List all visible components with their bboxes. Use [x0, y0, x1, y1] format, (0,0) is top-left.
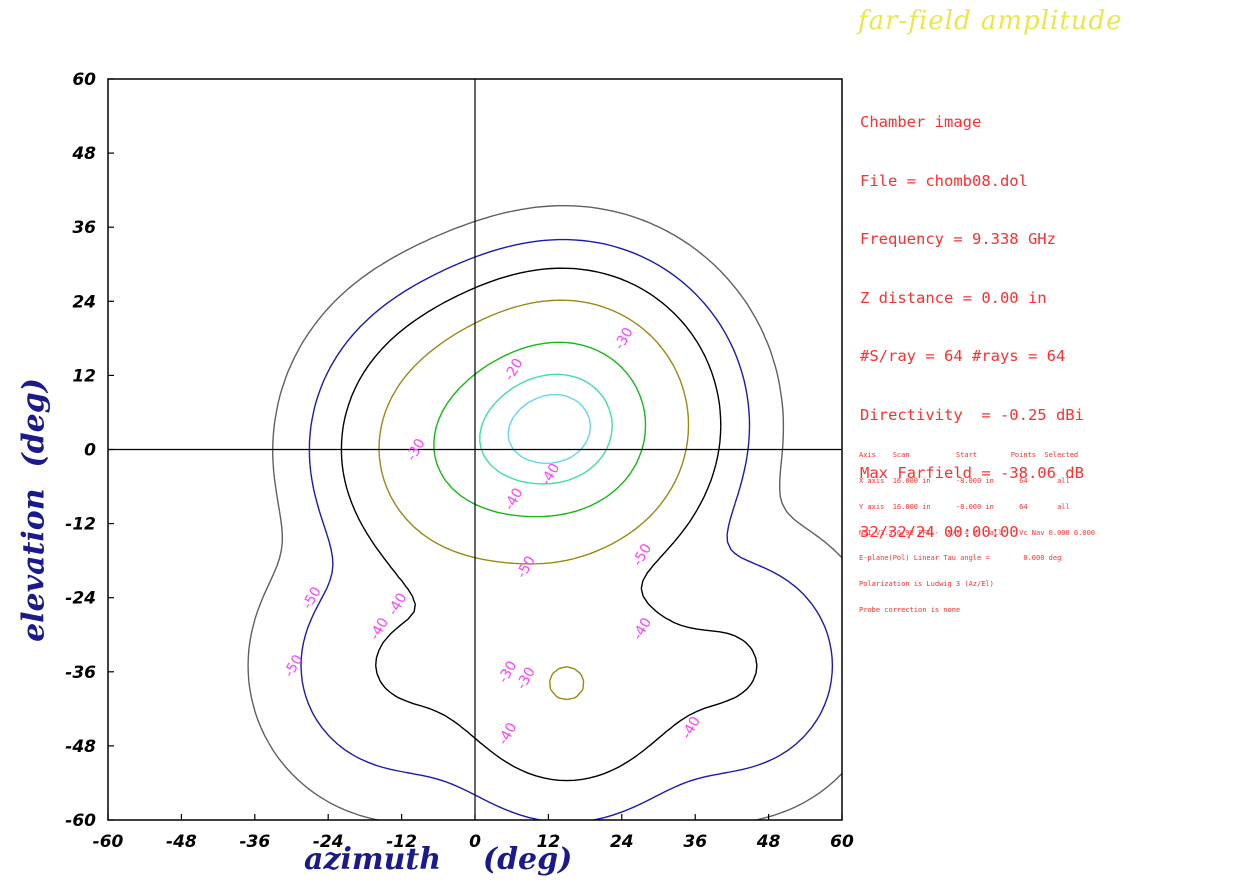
y-tick-label: 36 [72, 218, 96, 238]
info-line: Frequency = 9.338 GHz [860, 230, 1056, 248]
y-tick-label: 48 [71, 144, 96, 164]
contour-label: -40 [679, 714, 704, 742]
y-tick-label: 24 [72, 292, 96, 312]
contour-line [247, 205, 843, 821]
contour-label: -30 [611, 325, 636, 353]
contour-line [507, 394, 592, 464]
x-tick-label: 12 [537, 832, 561, 852]
y-tick-label: 0 [84, 441, 96, 461]
info-line: Chamber image [860, 113, 982, 131]
contour-label: -40 [501, 485, 526, 513]
x-tick-label: -36 [239, 832, 270, 852]
x-tick-label: -60 [93, 832, 124, 852]
info-line: #S/ray = 64 #rays = 64 [860, 347, 1066, 365]
y-tick-label: -60 [65, 811, 96, 831]
contour-label: -30 [403, 436, 428, 464]
x-tick-label: 60 [830, 832, 854, 852]
measurement-info: Chamber image File = chomb08.dol Frequen… [860, 74, 1084, 581]
info-line: 32/32/24 00:00:00 [860, 522, 1019, 541]
scan-line: Probe correction is none [859, 605, 961, 614]
contour-label: -50 [299, 584, 324, 612]
contour-label: -40 [495, 720, 520, 748]
contour-line [479, 373, 613, 485]
y-tick-label: 60 [72, 70, 96, 90]
scan-line: NSI V3.3 6/92 FFT - X/Y = all all Vc Nav… [859, 528, 1096, 537]
x-tick-label: 36 [683, 832, 707, 852]
y-tick-label: -24 [65, 589, 96, 609]
contour-line [300, 238, 834, 821]
contour-label: -40 [367, 615, 392, 643]
contour-label: -50 [514, 553, 539, 581]
y-tick-label: 12 [72, 366, 96, 386]
info-line: Max Farfield = -38.06 dB [860, 464, 1084, 482]
y-tick-label: -36 [65, 663, 96, 683]
info-line: File = chomb08.dol [860, 171, 1028, 190]
contour-line [340, 267, 758, 782]
x-tick-label: -48 [166, 832, 197, 852]
scan-line: E-plane(Pol) Linear Tau angle = 0.000 de… [859, 554, 1062, 563]
contour-label: -20 [501, 356, 526, 384]
scan-line: Polarization is Ludwig 3 (Az/El) [859, 580, 994, 589]
contour-line [433, 341, 647, 518]
contour-label: -50 [281, 652, 306, 680]
contour-label: -50 [630, 541, 655, 569]
x-axis-title: azimuth (deg) [304, 842, 573, 877]
x-tick-label: 48 [756, 832, 781, 852]
info-line: Z distance = 0.00 in [860, 288, 1047, 307]
scan-parameters: Axis Scan Start Points Selected X axis 1… [859, 434, 1095, 632]
y-tick-label: -48 [65, 737, 96, 757]
info-line: Directivity = -0.25 dBi [860, 405, 1084, 424]
x-tick-label: 0 [469, 832, 481, 852]
scan-line: X axis 16.000 in -8.000 in 64 all [859, 476, 1070, 485]
scan-line: Y axis 16.000 in -8.000 in 64 all [859, 502, 1070, 511]
x-tick-label: -24 [313, 832, 344, 852]
y-tick-label: -12 [65, 515, 96, 535]
contour-label: -40 [385, 590, 410, 618]
scan-line: Axis Scan Start Points Selected [859, 451, 1079, 460]
x-tick-label: 24 [610, 832, 634, 852]
x-tick-label: -12 [386, 832, 417, 852]
plot-title: far-field amplitude [858, 6, 1123, 36]
contour-label: -40 [630, 615, 655, 643]
